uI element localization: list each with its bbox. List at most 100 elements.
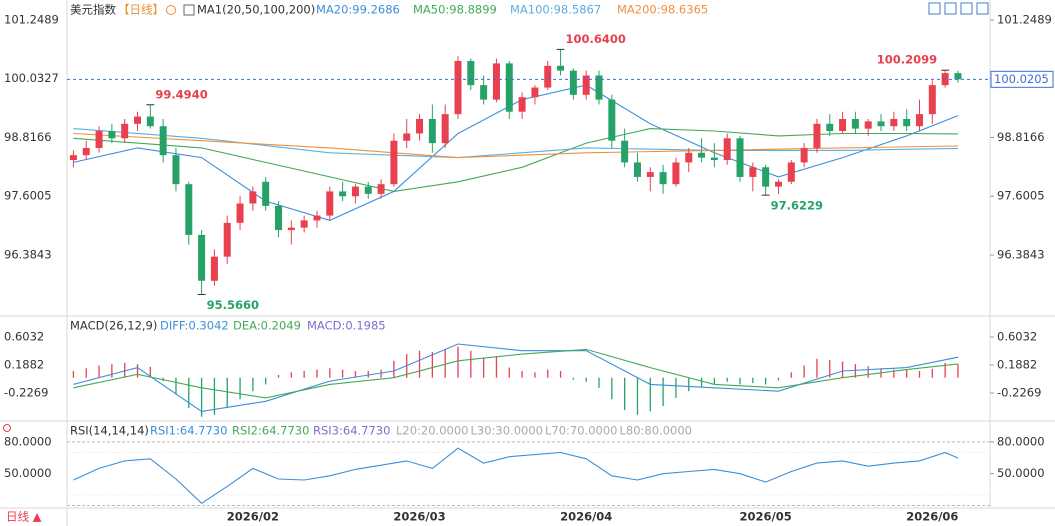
x-tick-label: 2026/05 xyxy=(740,510,792,524)
candle-body xyxy=(403,133,411,141)
candle-body xyxy=(159,126,167,156)
legend-entry: MA100:98.5867 xyxy=(510,3,601,17)
rsi-title: RSI(14,14,14) xyxy=(70,424,149,438)
macd-title: MACD(26,12,9) xyxy=(70,319,157,333)
rsi-icon[interactable] xyxy=(3,424,11,432)
y-tick-label: 97.6005 xyxy=(997,189,1045,203)
candle-body xyxy=(172,155,180,185)
candle-body xyxy=(480,85,488,100)
candle-body xyxy=(890,118,898,127)
tool-button[interactable] xyxy=(928,2,941,15)
y-tick-label: 0.6032 xyxy=(4,330,44,344)
candle-body xyxy=(736,138,744,177)
x-tick-label: 2026/04 xyxy=(560,510,612,524)
y-tick-label: 96.3843 xyxy=(4,247,52,261)
candle-body xyxy=(864,121,872,129)
settings-icon[interactable] xyxy=(166,5,176,15)
legend-entry: DEA:0.2049 xyxy=(233,319,301,333)
extreme-label: 100.6400 xyxy=(566,32,626,46)
tool-button[interactable] xyxy=(944,2,957,15)
candle-body xyxy=(800,147,808,163)
candle-body xyxy=(877,121,885,127)
candle-body xyxy=(69,155,77,161)
candle-body xyxy=(851,118,859,129)
rsi-label: RSI2:64.7730 xyxy=(232,424,309,438)
rsi-level-label: L30:30.0000 xyxy=(471,424,543,438)
candle-body xyxy=(839,118,847,132)
y-tick-label: 0.1882 xyxy=(4,358,44,372)
extreme-label: 95.5660 xyxy=(207,298,259,312)
y-tick-label: -0.2269 xyxy=(997,386,1041,400)
candle-body xyxy=(262,181,270,206)
rsi-level-label: L80:80.0000 xyxy=(620,424,692,438)
legend-entry: MA20:99.2686 xyxy=(316,3,400,17)
candle-body xyxy=(633,162,641,177)
candle-body xyxy=(287,227,295,231)
candle-body xyxy=(685,152,693,163)
period-switch[interactable]: 日线 ▲ xyxy=(6,510,42,524)
y-tick-label: 80.0000 xyxy=(4,434,52,448)
candle-body xyxy=(762,167,770,187)
indicator-label: MA1(20,50,100,200) xyxy=(197,3,315,17)
y-tick-label: 80.0000 xyxy=(997,434,1045,448)
candle-body xyxy=(428,118,436,144)
y-tick-label: 101.2489 xyxy=(4,12,59,26)
tool-button[interactable] xyxy=(960,2,973,15)
y-tick-label: 100.0327 xyxy=(4,71,59,85)
y-tick-label: 98.8166 xyxy=(997,130,1045,144)
candle-body xyxy=(787,162,795,182)
tool-button[interactable] xyxy=(976,2,989,15)
candle-body xyxy=(954,73,962,80)
candle-body xyxy=(339,191,347,197)
candle-body xyxy=(826,123,834,132)
period-label[interactable]: 【日线】 xyxy=(118,3,164,17)
candle-body xyxy=(134,116,142,124)
y-tick-label: 97.6005 xyxy=(4,189,52,203)
candle-body xyxy=(364,186,372,194)
candle-body xyxy=(646,172,654,177)
macd-line xyxy=(73,343,959,412)
y-tick-label: 98.8166 xyxy=(4,130,52,144)
candle-body xyxy=(454,60,462,115)
candle-body xyxy=(723,138,731,161)
macd-value: MACD:0.1985 xyxy=(307,319,386,333)
candle-body xyxy=(121,123,129,139)
candle-body xyxy=(749,167,757,177)
chart-title: 美元指数 xyxy=(70,3,116,17)
last-price-box xyxy=(990,70,1054,88)
candle-body xyxy=(698,152,706,158)
candle-body xyxy=(351,186,359,197)
candle-body xyxy=(146,116,154,127)
legend-entry: MA50:98.8899 xyxy=(413,3,497,17)
y-tick-label: 50.0000 xyxy=(4,466,52,480)
y-tick-label: 96.3843 xyxy=(997,247,1045,261)
y-tick-label: 0.6032 xyxy=(997,330,1037,344)
x-tick-label: 2026/02 xyxy=(227,510,279,524)
indicator-icon[interactable] xyxy=(183,4,195,16)
candle-body xyxy=(903,118,911,127)
candle-body xyxy=(185,184,193,235)
candle-body xyxy=(82,147,90,156)
candle-body xyxy=(377,184,385,194)
candle-body xyxy=(210,256,218,281)
candle-body xyxy=(326,191,334,216)
candle-body xyxy=(416,118,424,134)
candle-body xyxy=(569,70,577,95)
legend-entry: RSI1:64.7730 xyxy=(150,424,227,438)
y-tick-label: 0.1882 xyxy=(997,358,1037,372)
candle-body xyxy=(557,65,565,71)
rsi-level-label: L70:70.0000 xyxy=(545,424,617,438)
candle-body xyxy=(544,65,552,88)
y-tick-label: 101.2489 xyxy=(997,12,1052,26)
candle-body xyxy=(441,114,449,144)
last-price-label: 100.0205 xyxy=(994,72,1049,86)
ma-line xyxy=(73,132,959,159)
candle-body xyxy=(313,215,321,221)
candle-body xyxy=(518,97,526,112)
candle-body xyxy=(710,157,718,161)
candle-body xyxy=(492,63,500,100)
ma-line xyxy=(73,128,959,192)
candle-body xyxy=(223,222,231,257)
macd-line xyxy=(73,348,959,399)
